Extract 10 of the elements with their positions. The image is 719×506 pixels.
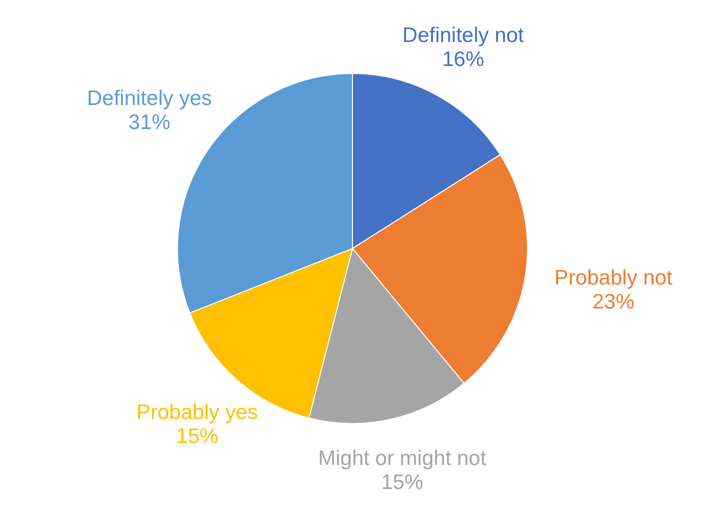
slice-label: Probably yes	[136, 401, 258, 424]
data-label: 16%	[442, 48, 484, 71]
data-label: 23%	[592, 290, 634, 314]
slice-label: Definitely yes	[87, 87, 212, 110]
data-label: 15%	[381, 471, 424, 494]
slice-label: Probably not	[554, 266, 673, 290]
data-label: 15%	[176, 425, 218, 448]
slice-label: Might or might not	[318, 447, 486, 470]
data-label: 31%	[128, 111, 170, 134]
slice-label: Definitely not	[402, 24, 524, 47]
